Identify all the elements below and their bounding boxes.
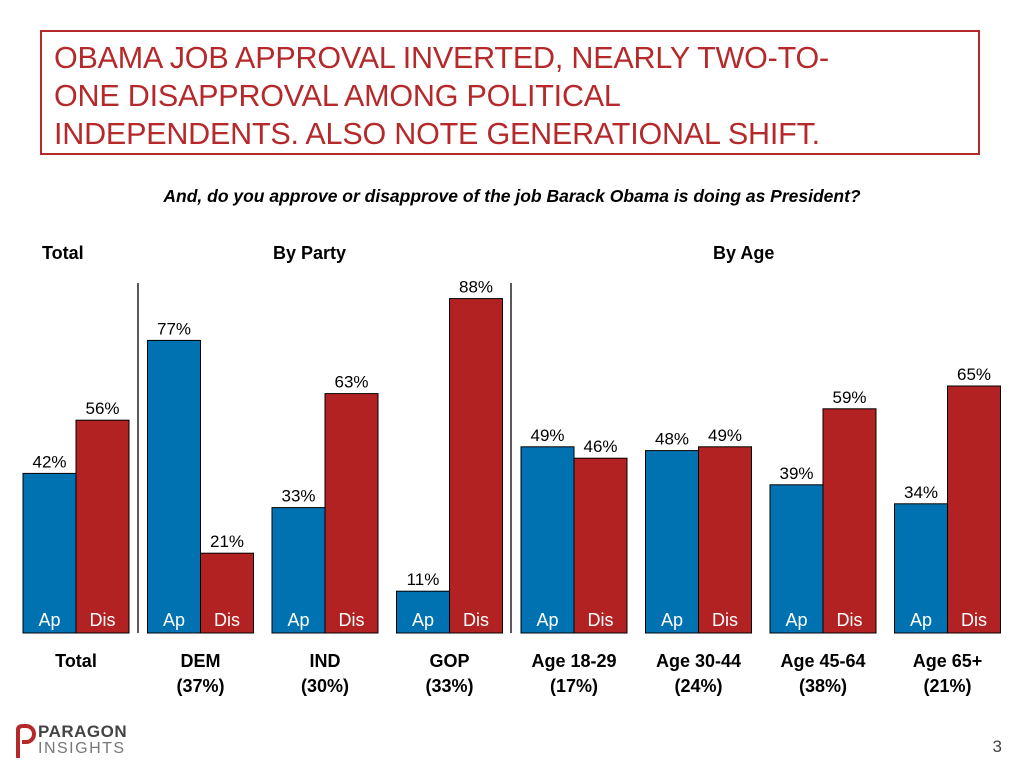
category-label-6-0: Age 45-64	[780, 651, 865, 671]
data-label-ap-0: 42%	[32, 452, 66, 471]
bar-ap-4	[520, 446, 575, 634]
bar-dis-1	[200, 552, 254, 634]
bar-dis-0	[75, 419, 130, 634]
series-label-dis-3: Dis	[463, 610, 489, 630]
bar-ap-1	[147, 339, 201, 634]
bar-ap-7	[894, 503, 948, 634]
data-label-dis-3: 88%	[459, 278, 493, 297]
bar-ap-6	[769, 484, 824, 634]
category-label-4-1: (17%)	[550, 676, 598, 696]
data-label-ap-2: 33%	[281, 487, 315, 506]
category-label-5-1: (24%)	[674, 676, 722, 696]
bar-ap-0	[22, 472, 77, 634]
group-label-party: By Party	[273, 243, 347, 263]
series-label-dis-0: Dis	[90, 610, 116, 630]
data-label-ap-1: 77%	[157, 319, 191, 338]
series-label-ap-1: Ap	[163, 610, 185, 630]
title-line-2: ONE DISAPPROVAL AMONG POLITICAL	[54, 79, 621, 113]
page-number: 3	[992, 737, 1002, 756]
group-label-total: Total	[42, 243, 84, 263]
series-label-dis-5: Dis	[712, 610, 738, 630]
bar-ap-5	[645, 450, 699, 634]
series-label-dis-6: Dis	[837, 610, 863, 630]
category-label-6-1: (38%)	[799, 676, 847, 696]
data-label-ap-5: 48%	[655, 430, 689, 449]
bar-dis-7	[947, 385, 1001, 634]
category-label-1-0: DEM	[181, 651, 221, 671]
series-label-ap-0: Ap	[38, 610, 60, 630]
group-label-age: By Age	[713, 243, 775, 263]
title-line-1: OBAMA JOB APPROVAL INVERTED, NEARLY TWO-…	[54, 41, 829, 75]
category-label-4-0: Age 18-29	[531, 651, 616, 671]
bar-dis-3	[449, 298, 503, 634]
category-label-2-1: (30%)	[301, 676, 349, 696]
bar-dis-5	[698, 446, 752, 634]
logo-word-paragon: PARAGON	[38, 722, 128, 741]
series-label-ap-3: Ap	[412, 610, 434, 630]
data-label-ap-7: 34%	[904, 483, 938, 502]
page-title: OBAMA JOB APPROVAL INVERTED, NEARLY TWO-…	[54, 39, 968, 153]
paragon-logo: PARAGON INSIGHTS	[14, 722, 144, 762]
series-label-dis-2: Dis	[339, 610, 365, 630]
series-label-ap-5: Ap	[661, 610, 683, 630]
category-label-3-1: (33%)	[425, 676, 473, 696]
data-label-dis-1: 21%	[210, 532, 244, 551]
data-label-ap-6: 39%	[779, 464, 813, 483]
logo-word-insights: INSIGHTS	[38, 740, 126, 757]
data-label-dis-0: 56%	[85, 399, 119, 418]
series-label-ap-4: Ap	[536, 610, 558, 630]
bar-ap-3	[396, 590, 450, 634]
series-label-ap-6: Ap	[785, 610, 807, 630]
series-label-dis-1: Dis	[214, 610, 240, 630]
category-label-7-1: (21%)	[923, 676, 971, 696]
data-label-dis-7: 65%	[957, 365, 991, 384]
data-label-dis-6: 59%	[832, 388, 866, 407]
bar-dis-2	[324, 393, 379, 634]
bar-ap-2	[271, 507, 326, 634]
data-label-ap-4: 49%	[530, 426, 564, 445]
title-box: OBAMA JOB APPROVAL INVERTED, NEARLY TWO-…	[40, 30, 980, 155]
survey-question: And, do you approve or disapprove of the…	[163, 186, 861, 206]
bar-dis-4	[573, 457, 628, 634]
data-label-dis-5: 49%	[708, 426, 742, 445]
paragon-p-icon	[16, 724, 36, 758]
category-label-2-0: IND	[310, 651, 341, 671]
series-label-dis-4: Dis	[588, 610, 614, 630]
data-label-dis-4: 46%	[583, 437, 617, 456]
bar-dis-6	[822, 408, 877, 634]
series-label-ap-2: Ap	[287, 610, 309, 630]
series-label-dis-7: Dis	[961, 610, 987, 630]
category-label-1-1: (37%)	[176, 676, 224, 696]
data-label-dis-2: 63%	[334, 373, 368, 392]
category-label-5-0: Age 30-44	[656, 651, 741, 671]
title-line-3: INDEPENDENTS. ALSO NOTE GENERATIONAL SHI…	[54, 117, 820, 151]
category-label-3-0: GOP	[429, 651, 469, 671]
category-label-7-0: Age 65+	[913, 651, 983, 671]
category-label-0-0: Total	[55, 651, 97, 671]
series-label-ap-7: Ap	[910, 610, 932, 630]
data-label-ap-3: 11%	[407, 570, 440, 589]
